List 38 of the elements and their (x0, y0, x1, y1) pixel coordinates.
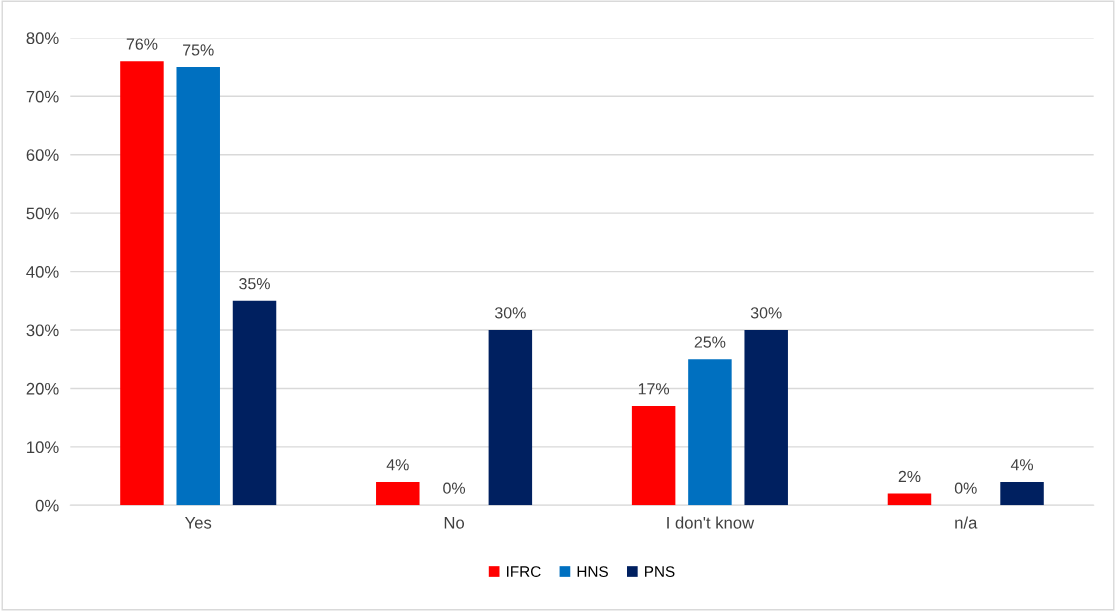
legend-label: IFRC (507, 566, 541, 578)
y-tick-label: 10% (27, 441, 59, 454)
data-label: 4% (1010, 459, 1034, 471)
y-tick-label: 60% (26, 149, 59, 161)
data-label: 76% (126, 38, 158, 50)
y-tick-label: 70% (26, 90, 59, 103)
y-tick-label: 50% (26, 207, 59, 220)
data-label: 17% (638, 383, 670, 395)
bar (488, 330, 533, 506)
x-tick-label: No (444, 517, 465, 529)
bar (376, 481, 420, 506)
data-label: 0% (443, 482, 466, 494)
data-label: 2% (898, 470, 921, 483)
bar (631, 405, 676, 506)
data-label: 30% (750, 307, 782, 319)
bar (1000, 481, 1044, 506)
data-label: 30% (494, 307, 526, 319)
x-tick-label: Yes (185, 517, 212, 529)
bar (887, 493, 932, 506)
data-label: 25% (694, 336, 726, 348)
data-label: 35% (239, 278, 270, 290)
bar (688, 359, 732, 506)
x-tick-label: I don't know (667, 516, 755, 529)
legend-label: HNS (577, 566, 608, 578)
bar (744, 330, 788, 506)
bar (176, 67, 220, 506)
y-tick-label: 40% (26, 265, 59, 278)
data-label: 75% (183, 44, 214, 56)
bar (120, 61, 164, 506)
y-tick-label: 80% (26, 32, 59, 45)
x-tick-label: n/a (955, 516, 978, 529)
y-tick-label: 20% (26, 382, 59, 395)
legend-label: PNS (645, 566, 675, 578)
y-tick-label: 30% (26, 324, 59, 337)
bar (232, 300, 277, 506)
data-label: 4% (386, 459, 409, 471)
y-tick-label: 0% (35, 499, 59, 512)
data-label: 0% (954, 482, 977, 494)
